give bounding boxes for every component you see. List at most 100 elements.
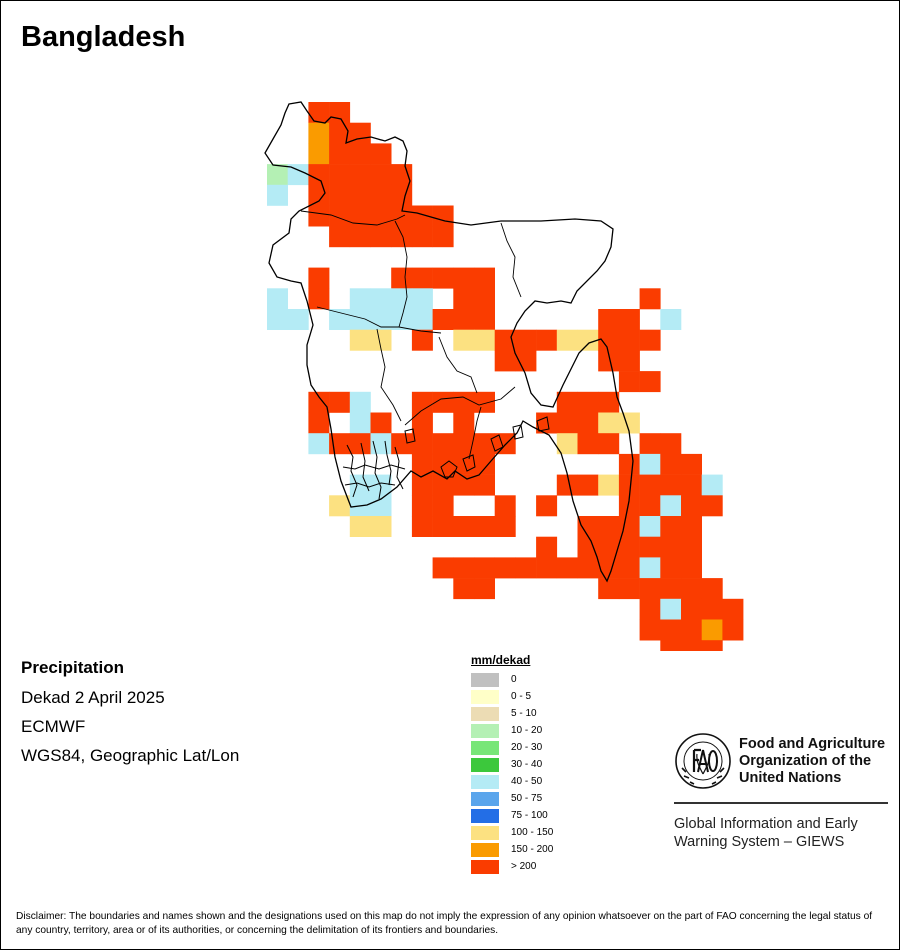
legend-label: 20 - 30 xyxy=(511,742,543,753)
legend-swatch xyxy=(471,825,499,840)
grid-cell xyxy=(618,350,640,372)
legend-label: 75 - 100 xyxy=(511,810,548,821)
grid-cell xyxy=(287,164,309,186)
grid-cell xyxy=(556,412,578,434)
grid-cell xyxy=(453,329,475,351)
legend-swatch xyxy=(471,706,499,721)
grid-cell xyxy=(577,329,599,351)
grid-cell xyxy=(515,329,537,351)
grid-cell xyxy=(308,184,330,206)
grid-cell xyxy=(681,474,702,496)
grid-cell xyxy=(474,433,495,455)
grid-cell xyxy=(474,578,495,600)
legend-label: 30 - 40 xyxy=(511,759,543,770)
grid-cell xyxy=(391,288,413,310)
grid-cell xyxy=(411,474,433,496)
grid-cell xyxy=(639,557,661,579)
grid-cell xyxy=(639,329,661,351)
grid-cell xyxy=(432,226,454,248)
grid-cell xyxy=(411,516,433,537)
grid-cell xyxy=(308,143,330,165)
legend-swatch xyxy=(471,740,499,755)
legend-item: 30 - 40 xyxy=(471,756,553,773)
grid-cell xyxy=(660,453,682,475)
grid-cell xyxy=(349,184,371,206)
grid-cell xyxy=(432,453,454,475)
grid-cell xyxy=(639,433,661,455)
grid-cell xyxy=(474,267,495,289)
legend-item: 0 xyxy=(471,671,553,688)
grid-cell xyxy=(639,495,661,517)
grid-cell xyxy=(453,309,475,330)
grid-cell xyxy=(494,516,516,537)
grid-cell xyxy=(349,143,371,165)
legend-swatch xyxy=(471,672,499,687)
grid-cell xyxy=(329,184,351,206)
legend-swatch xyxy=(471,808,499,823)
grid-cell xyxy=(618,309,640,330)
grid-cell xyxy=(329,391,351,413)
grid-cell xyxy=(577,412,599,434)
grid-cell xyxy=(660,557,682,579)
grid-cell xyxy=(391,433,413,455)
grid-cell xyxy=(308,102,330,123)
legend-swatch xyxy=(471,757,499,772)
grid-cell xyxy=(618,578,640,600)
grid-cell xyxy=(618,536,640,558)
grid-cell xyxy=(577,433,599,455)
grid-cell xyxy=(598,536,620,558)
grid-cell xyxy=(267,164,288,186)
legend-label: > 200 xyxy=(511,861,537,872)
grid-cell xyxy=(411,391,433,413)
grid-cell xyxy=(536,495,558,517)
grid-cell xyxy=(556,557,578,579)
grid-cell xyxy=(577,557,599,579)
grid-cell xyxy=(536,329,558,351)
grid-cell xyxy=(411,205,433,227)
grid-cell xyxy=(370,164,392,186)
grid-cell xyxy=(432,205,454,227)
grid-cell xyxy=(349,226,371,248)
grid-cell xyxy=(618,453,640,475)
grid-cell xyxy=(432,267,454,289)
grid-cell xyxy=(494,557,516,579)
grid-cell xyxy=(639,578,661,600)
legend-item: 50 - 75 xyxy=(471,790,553,807)
grid-cell xyxy=(329,122,351,144)
grid-cell xyxy=(474,453,495,475)
grid-cell xyxy=(349,309,371,330)
grid-cell xyxy=(432,516,454,537)
grid-cell xyxy=(660,578,682,600)
grid-cell xyxy=(411,226,433,248)
grid-cell xyxy=(536,412,558,434)
legend-item: 20 - 30 xyxy=(471,739,553,756)
grid-cell xyxy=(681,453,702,475)
grid-cell xyxy=(618,329,640,351)
grid-cell xyxy=(515,557,537,579)
grid-cell xyxy=(349,288,371,310)
grid-cell xyxy=(494,329,516,351)
grid-cell xyxy=(370,329,392,351)
legend-items: 0 0 - 5 5 - 10 10 - 20 20 - 30 30 - 40 40 - 50… xyxy=(471,671,553,875)
grid-cell xyxy=(556,474,578,496)
grid-cell xyxy=(329,102,351,123)
grid-cell xyxy=(432,474,454,496)
grid-cell xyxy=(618,474,640,496)
grid-cell xyxy=(391,164,413,186)
grid-cell xyxy=(701,474,723,496)
grid-cell xyxy=(370,516,392,537)
map-info: Precipitation Dekad 2 April 2025 ECMWF W… xyxy=(21,657,239,774)
grid-cell xyxy=(474,309,495,330)
grid-cell xyxy=(681,495,702,517)
grid-cell xyxy=(681,578,702,600)
legend-label: 100 - 150 xyxy=(511,827,554,838)
grid-cell xyxy=(681,557,702,579)
giews-label: Global Information and Early Warning Syst… xyxy=(674,816,858,850)
grid-cell xyxy=(598,309,620,330)
grid-cell xyxy=(536,536,558,558)
grid-cell xyxy=(308,433,330,455)
projection-label: WGS84, Geographic Lat/Lon xyxy=(21,746,240,765)
grid-cell xyxy=(411,267,433,289)
grid-cell xyxy=(639,536,661,558)
